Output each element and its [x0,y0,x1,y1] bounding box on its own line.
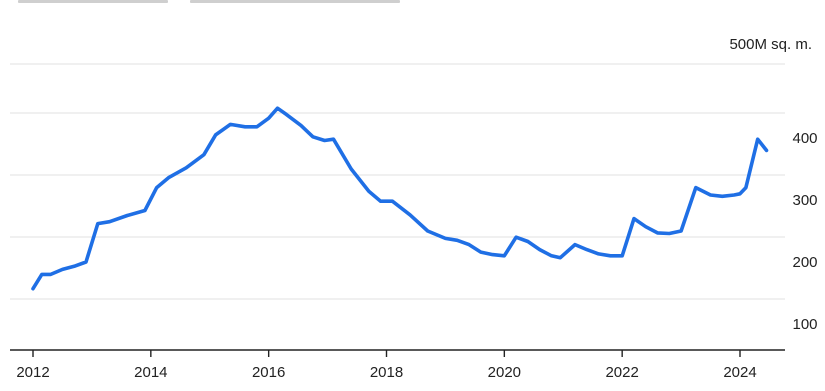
x-tick-label: 2022 [605,364,638,381]
series-line-0 [31,106,769,291]
x-tick-label: 2016 [252,364,285,381]
cropped-header-fragment [0,0,825,14]
x-axis-ticks: 2012 2014 2016 2018 2020 2022 2024 [16,350,757,381]
x-tick-label: 2012 [16,364,49,381]
series-layer [31,106,769,291]
x-tick-label: 2020 [488,364,521,381]
y-unit-label: 500M sq. m. [729,36,812,53]
y-tick-label: 100 [792,316,817,333]
x-tick-label: 2018 [370,364,403,381]
y-tick-label: 200 [792,254,817,271]
y-axis-ticks: 100 200 300 400 [792,130,817,333]
x-tick-label: 2014 [134,364,167,381]
x-tick-label: 2024 [723,364,756,381]
gridlines [10,63,785,300]
y-tick-label: 300 [792,192,817,209]
y-tick-label: 400 [792,130,817,147]
